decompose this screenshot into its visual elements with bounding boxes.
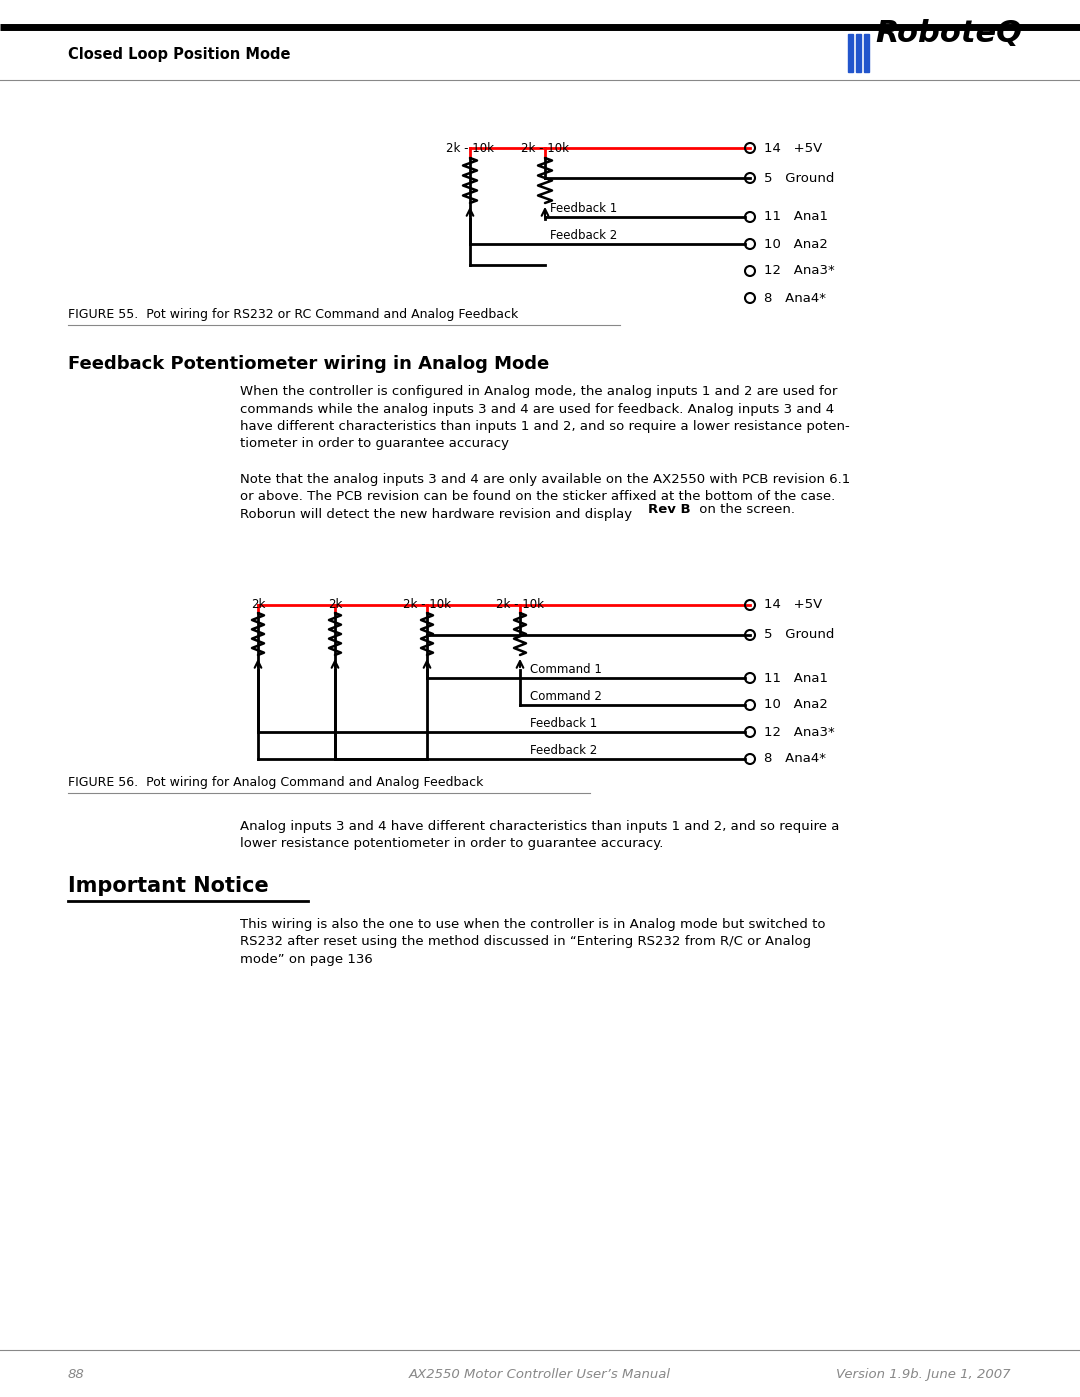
Text: 11   Ana1: 11 Ana1 — [764, 672, 828, 685]
Text: This wiring is also the one to use when the controller is in Analog mode but swi: This wiring is also the one to use when … — [240, 918, 825, 965]
Text: 14   +5V: 14 +5V — [764, 598, 822, 612]
Text: Feedback 2: Feedback 2 — [550, 229, 618, 242]
Text: 2k - 10k: 2k - 10k — [496, 598, 544, 610]
Text: 2k - 10k: 2k - 10k — [446, 142, 494, 155]
Text: Feedback 1: Feedback 1 — [550, 203, 618, 215]
Text: Feedback 2: Feedback 2 — [530, 745, 597, 757]
Text: 88: 88 — [68, 1368, 84, 1382]
Text: 11   Ana1: 11 Ana1 — [764, 211, 828, 224]
Text: Note that the analog inputs 3 and 4 are only available on the AX2550 with PCB re: Note that the analog inputs 3 and 4 are … — [240, 474, 850, 521]
Text: 10   Ana2: 10 Ana2 — [764, 698, 828, 711]
Text: When the controller is configured in Analog mode, the analog inputs 1 and 2 are : When the controller is configured in Ana… — [240, 386, 850, 450]
Text: 8   Ana4*: 8 Ana4* — [764, 292, 826, 305]
Text: RoboteQ: RoboteQ — [875, 20, 1022, 49]
Text: Analog inputs 3 and 4 have different characteristics than inputs 1 and 2, and so: Analog inputs 3 and 4 have different cha… — [240, 820, 839, 851]
Bar — [864, 34, 869, 73]
Text: 5   Ground: 5 Ground — [764, 172, 835, 184]
Text: Feedback Potentiometer wiring in Analog Mode: Feedback Potentiometer wiring in Analog … — [68, 355, 550, 373]
Text: FIGURE 55.  Pot wiring for RS232 or RC Command and Analog Feedback: FIGURE 55. Pot wiring for RS232 or RC Co… — [68, 307, 518, 321]
Text: 2k: 2k — [251, 598, 266, 610]
Text: AX2550 Motor Controller User’s Manual: AX2550 Motor Controller User’s Manual — [409, 1368, 671, 1382]
Text: 2k: 2k — [328, 598, 342, 610]
Text: Feedback 1: Feedback 1 — [530, 717, 597, 731]
Text: 8   Ana4*: 8 Ana4* — [764, 753, 826, 766]
Text: on the screen.: on the screen. — [696, 503, 795, 515]
Text: Rev B: Rev B — [648, 503, 690, 515]
Text: FIGURE 56.  Pot wiring for Analog Command and Analog Feedback: FIGURE 56. Pot wiring for Analog Command… — [68, 775, 484, 789]
Text: Command 1: Command 1 — [530, 664, 602, 676]
Text: 2k - 10k: 2k - 10k — [521, 142, 569, 155]
Text: Closed Loop Position Mode: Closed Loop Position Mode — [68, 46, 291, 61]
Text: 2k - 10k: 2k - 10k — [403, 598, 451, 610]
Text: Version 1.9b. June 1, 2007: Version 1.9b. June 1, 2007 — [836, 1368, 1010, 1382]
Text: 12   Ana3*: 12 Ana3* — [764, 264, 835, 278]
Text: Important Notice: Important Notice — [68, 876, 269, 895]
Text: 14   +5V: 14 +5V — [764, 141, 822, 155]
Text: Command 2: Command 2 — [530, 690, 602, 703]
Text: 12   Ana3*: 12 Ana3* — [764, 725, 835, 739]
Bar — [848, 34, 853, 73]
Bar — [856, 34, 861, 73]
Text: 5   Ground: 5 Ground — [764, 629, 835, 641]
Text: 10   Ana2: 10 Ana2 — [764, 237, 828, 250]
